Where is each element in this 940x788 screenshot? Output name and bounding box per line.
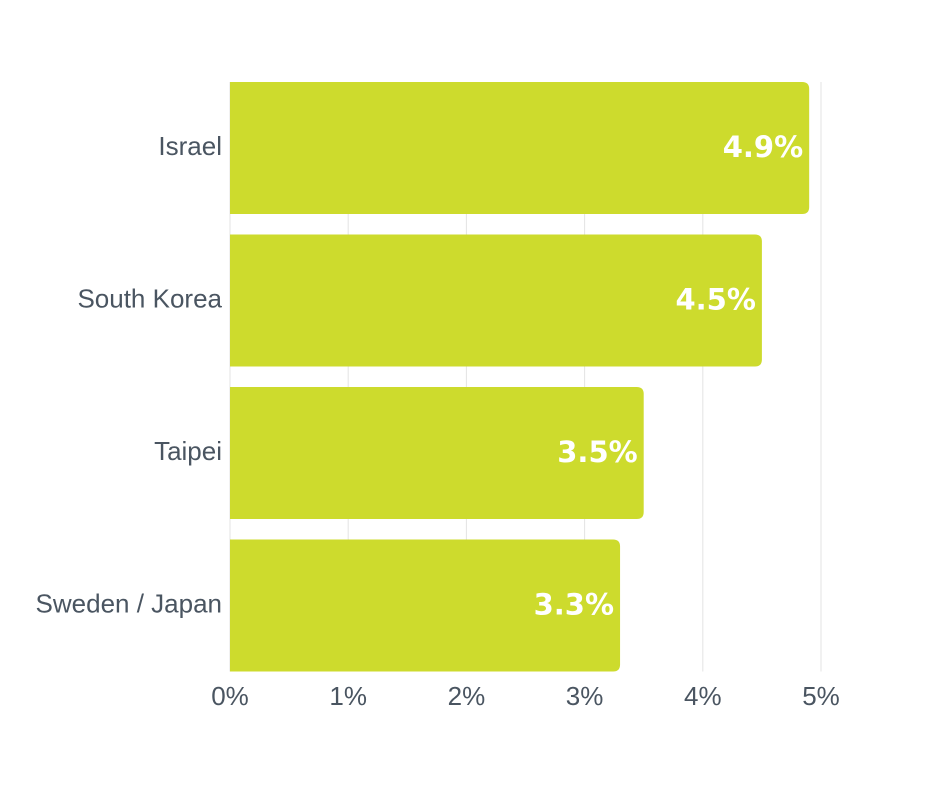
category-label: Sweden / Japan [36,588,222,618]
x-tick-label: 4% [684,681,722,711]
x-tick-label: 0% [211,681,249,711]
bar-sweden-japan [230,539,621,672]
value-label: 4.5% [675,283,755,317]
bars [230,82,810,672]
x-axis-tick-labels: 0% 1% 2% 3% 4% 5% [211,681,840,711]
bar-taipei [230,387,644,519]
category-label: South Korea [77,283,222,313]
x-tick-label: 5% [802,681,840,711]
category-label: Israel [158,131,222,161]
value-labels: 4.9% 4.5% 3.5% 3.3% [534,130,804,622]
x-tick-label: 3% [566,681,604,711]
value-label: 4.9% [723,130,803,164]
x-tick-label: 2% [448,681,486,711]
bar-south-korea [230,234,762,367]
category-label: Taipei [154,436,222,466]
value-label: 3.5% [557,435,637,469]
x-tick-label: 1% [329,681,367,711]
bar-israel [230,82,810,214]
value-label: 3.3% [534,588,614,622]
category-labels: Israel South Korea Taipei Sweden / Japan [36,131,223,619]
